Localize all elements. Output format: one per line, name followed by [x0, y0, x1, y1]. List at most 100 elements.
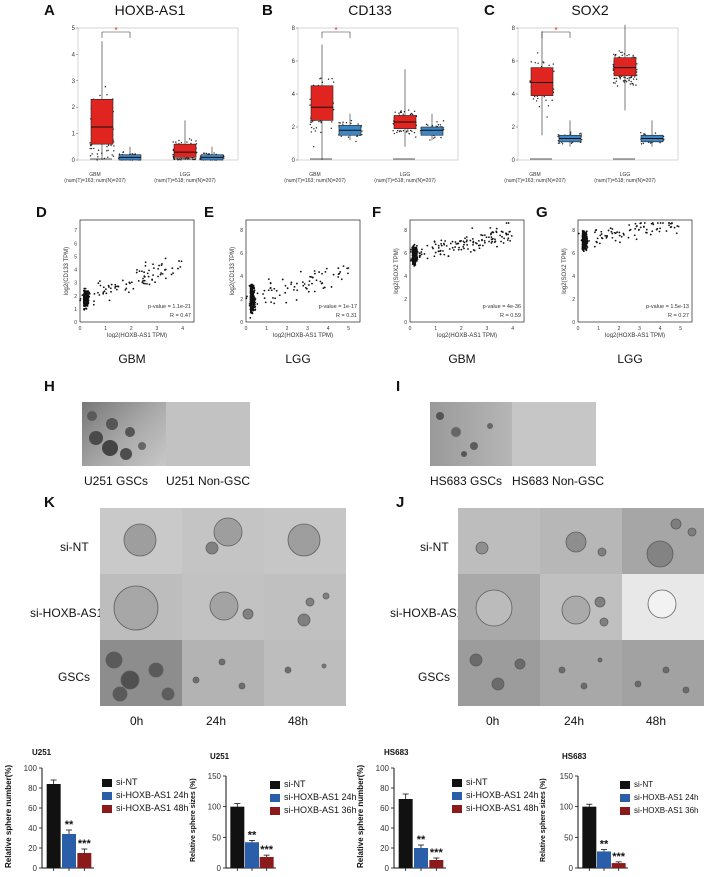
scatter-point — [490, 236, 493, 239]
jitter-point — [570, 142, 573, 144]
scatter-point — [665, 230, 668, 232]
y-tick-label: 100 — [376, 764, 390, 773]
bar — [46, 784, 61, 868]
jitter-point — [93, 147, 95, 150]
scatter-point — [488, 240, 491, 243]
scatter-point — [494, 238, 496, 241]
boxplot-b-lgg-name: LGG — [399, 172, 411, 178]
jitter-point — [223, 157, 225, 159]
jitter-point — [553, 70, 555, 72]
scatter-point — [310, 275, 313, 278]
jitter-point — [408, 133, 411, 135]
scatter-ylabel: log2(CD133 TPM) — [230, 247, 236, 295]
scatter-point — [483, 239, 486, 242]
micro-cell-spheres — [105, 651, 175, 702]
scatter-point — [270, 289, 273, 292]
jitter-point — [623, 53, 626, 55]
y-tick-label: 50 — [564, 833, 573, 842]
micro-cell — [458, 508, 540, 574]
scatter-point — [252, 284, 255, 287]
jitter-point — [635, 84, 637, 86]
scatter-point — [79, 299, 82, 302]
y-tick-label: 4 — [404, 274, 407, 280]
scatter-point — [502, 242, 505, 244]
scatter-point — [85, 307, 87, 310]
scatter-point — [93, 300, 95, 303]
panel-label-a: A — [44, 2, 55, 19]
jitter-point — [309, 123, 311, 126]
scatter-point — [496, 245, 498, 248]
scatter-point — [636, 225, 638, 227]
x-tick-label: 5 — [679, 326, 682, 332]
jitter-point — [425, 123, 428, 126]
scatter-point — [339, 271, 342, 273]
boxplot-a-lgg-name: LGG — [179, 172, 191, 178]
bar-2-ylabel: Relative sphere sizes (%) — [190, 778, 197, 862]
scatter-point — [444, 240, 447, 242]
legend-swatch-blue — [452, 791, 462, 800]
scatter-point — [129, 282, 131, 285]
scatter-point — [250, 311, 252, 313]
sphere — [647, 589, 677, 619]
scatter-point — [596, 237, 599, 240]
legend-label: si-HOXB-AS1 24h — [284, 792, 357, 802]
boxplot-title-cd133: CD133 — [348, 2, 392, 18]
scatter-point — [313, 290, 316, 293]
jitter-point — [333, 109, 335, 111]
jitter-point — [90, 145, 92, 147]
jitter-point — [202, 152, 205, 154]
scatter-point — [455, 242, 458, 245]
legend-swatch-black — [102, 778, 112, 787]
scatter-g-title: LGG — [617, 352, 643, 366]
legend-label: si-HOXB-AS1 24h — [116, 790, 189, 800]
jitter-point — [409, 129, 412, 132]
scatter-point — [414, 262, 416, 264]
legend-item: si-NT — [270, 778, 357, 791]
jitter-point — [405, 131, 408, 133]
y-tick-label: 6 — [404, 251, 407, 257]
jitter-point — [320, 121, 322, 124]
scatter-point — [121, 279, 124, 282]
micro-cell-spheres — [123, 523, 157, 557]
jitter-point — [632, 56, 634, 58]
scatter-point — [104, 288, 107, 291]
scatter-point — [273, 287, 276, 290]
scatter-point — [332, 273, 335, 276]
bar-2-title: U251 — [210, 752, 230, 761]
scatter-point — [248, 302, 251, 305]
scatter-point — [420, 253, 423, 256]
sphere — [213, 517, 243, 547]
jitter-point — [90, 147, 93, 150]
y-tick-label: 100 — [560, 803, 574, 812]
scatter-point — [82, 302, 85, 305]
jitter-point — [621, 54, 623, 57]
scatter-point — [108, 299, 111, 302]
scatter-point — [618, 231, 621, 234]
legend-label: si-HOXB-AS1 48h — [116, 803, 189, 813]
scatter-point — [677, 225, 680, 228]
scatter-point — [87, 290, 90, 292]
jitter-point — [89, 147, 91, 150]
x-tick-label: 4 — [659, 326, 662, 332]
scatter-point — [114, 285, 117, 288]
sphere — [305, 597, 315, 607]
scatter-point — [439, 253, 442, 256]
scatter-point — [248, 284, 251, 287]
scatter-point — [254, 308, 257, 311]
micro-h-gsc — [82, 402, 166, 466]
panel-label-g: G — [536, 204, 548, 221]
legend-label: si-NT — [284, 779, 306, 789]
scatter-point — [136, 268, 138, 271]
scatter-point — [410, 248, 412, 251]
scatter-point — [180, 260, 183, 263]
scatter-r-value: R = 0.27 — [668, 313, 689, 319]
scatter-point — [253, 291, 255, 293]
scatter-point — [443, 243, 446, 246]
panel-label-k: K — [44, 494, 55, 511]
scatter-point — [638, 228, 640, 231]
scatter-point — [594, 231, 596, 234]
legend-item: si-HOXB-AS1 24h — [620, 791, 698, 804]
sphere — [322, 592, 330, 600]
scatter-point — [293, 289, 295, 291]
scatter-point — [627, 236, 630, 239]
